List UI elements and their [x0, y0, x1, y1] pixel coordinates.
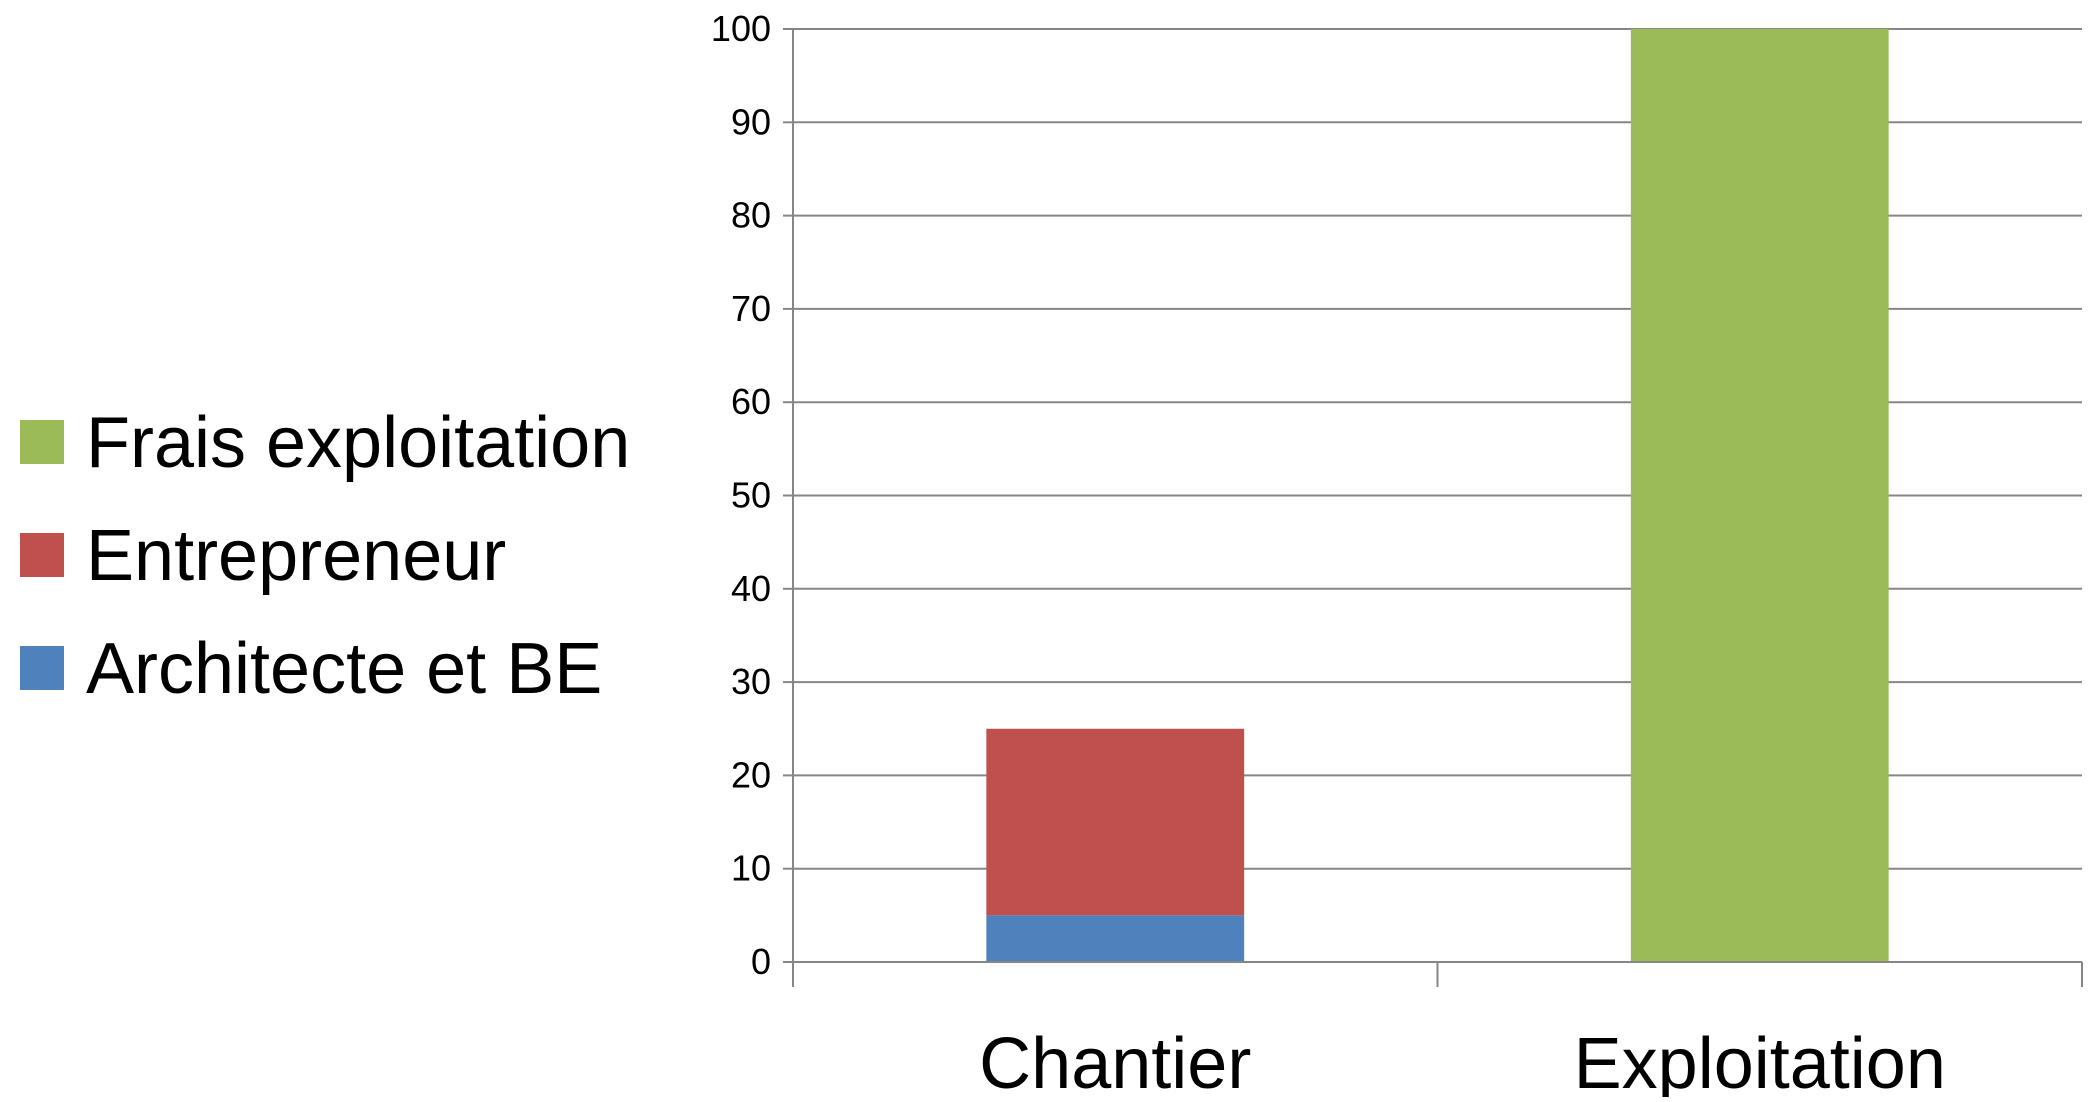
legend-swatch-entrepreneur [20, 533, 64, 577]
bar-exploitation-frais-exploitation [1630, 29, 1889, 962]
x-category-label-chantier: Chantier [979, 1024, 1251, 1097]
y-tick-label-50: 50 [731, 475, 771, 516]
y-tick-label-80: 80 [731, 195, 771, 236]
x-category-label-exploitation: Exploitation [1574, 1024, 1946, 1097]
y-tick-label-90: 90 [731, 101, 771, 142]
y-tick-label-60: 60 [731, 381, 771, 422]
axes: 0 10 20 30 40 50 60 70 80 90 100 Chantier Exploitati… [711, 8, 2083, 1102]
y-tick-label-40: 40 [731, 568, 771, 609]
y-tick-label-100: 100 [711, 8, 771, 49]
legend: Frais exploitation Entrepreneur Architecte… [20, 403, 630, 709]
bar-chantier-entrepreneur [986, 728, 1245, 916]
y-tick-label-0: 0 [751, 941, 771, 982]
y-tick-label-70: 70 [731, 288, 771, 329]
bar-chantier-architecte-et-be [986, 915, 1245, 962]
legend-label-entrepreneur: Entrepreneur [86, 516, 506, 596]
legend-swatch-architecte-et-be [20, 646, 64, 690]
legend-item-entrepreneur: Entrepreneur [20, 516, 506, 596]
y-tick-label-10: 10 [731, 848, 771, 889]
y-tick-label-30: 30 [731, 661, 771, 702]
legend-item-frais-exploitation: Frais exploitation [20, 403, 630, 483]
y-tick-label-20: 20 [731, 754, 771, 795]
legend-swatch-frais-exploitation [20, 420, 64, 464]
legend-item-architecte-et-be: Architecte et BE [20, 629, 602, 709]
legend-label-frais-exploitation: Frais exploitation [86, 403, 630, 483]
legend-label-architecte-et-be: Architecte et BE [86, 629, 602, 709]
bars [986, 29, 1889, 962]
